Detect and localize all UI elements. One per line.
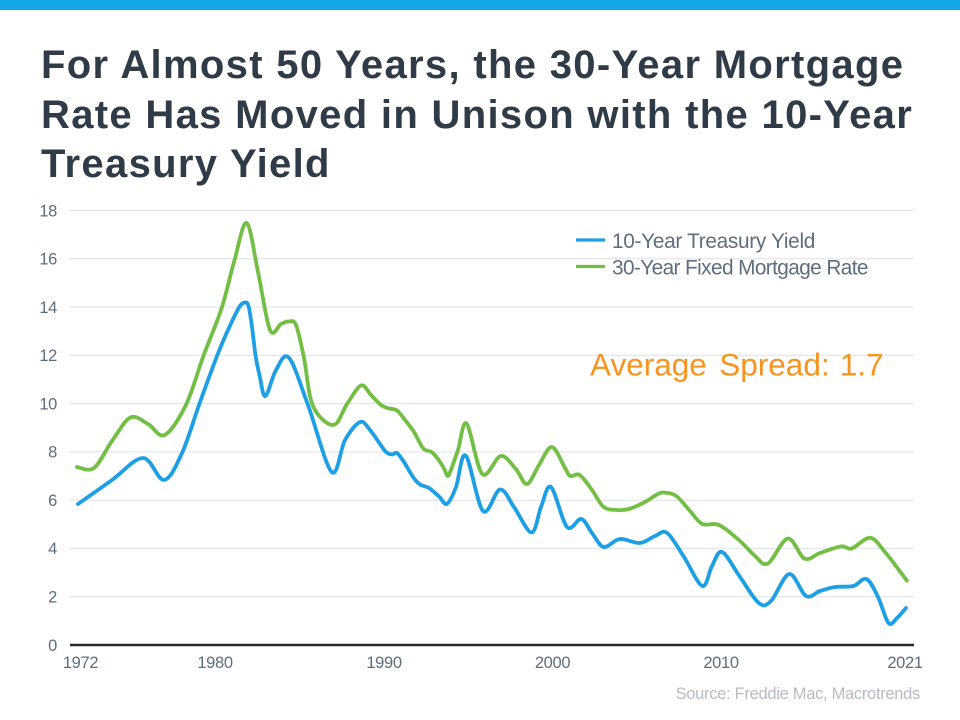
svg-text:18: 18: [39, 202, 57, 220]
svg-text:1990: 1990: [366, 654, 401, 672]
svg-text:2: 2: [48, 589, 57, 607]
svg-text:10-Year Treasury Yield: 10-Year Treasury Yield: [612, 230, 815, 253]
svg-text:0: 0: [48, 637, 57, 655]
svg-text:8: 8: [48, 444, 57, 462]
svg-text:1972: 1972: [63, 654, 98, 672]
svg-text:2010: 2010: [703, 654, 738, 672]
svg-text:1980: 1980: [197, 654, 232, 672]
svg-text:2021: 2021: [887, 654, 922, 672]
svg-text:Source: Freddie Mac, Macrotren: Source: Freddie Mac, Macrotrends: [676, 685, 920, 703]
svg-text:10: 10: [39, 395, 57, 413]
svg-text:12: 12: [39, 347, 57, 365]
svg-text:30-Year Fixed Mortgage Rate: 30-Year Fixed Mortgage Rate: [612, 257, 868, 280]
svg-text:14: 14: [39, 299, 57, 317]
svg-text:2000: 2000: [535, 654, 570, 672]
svg-text:4: 4: [48, 540, 57, 558]
svg-text:16: 16: [39, 251, 57, 269]
svg-text:6: 6: [48, 492, 57, 510]
